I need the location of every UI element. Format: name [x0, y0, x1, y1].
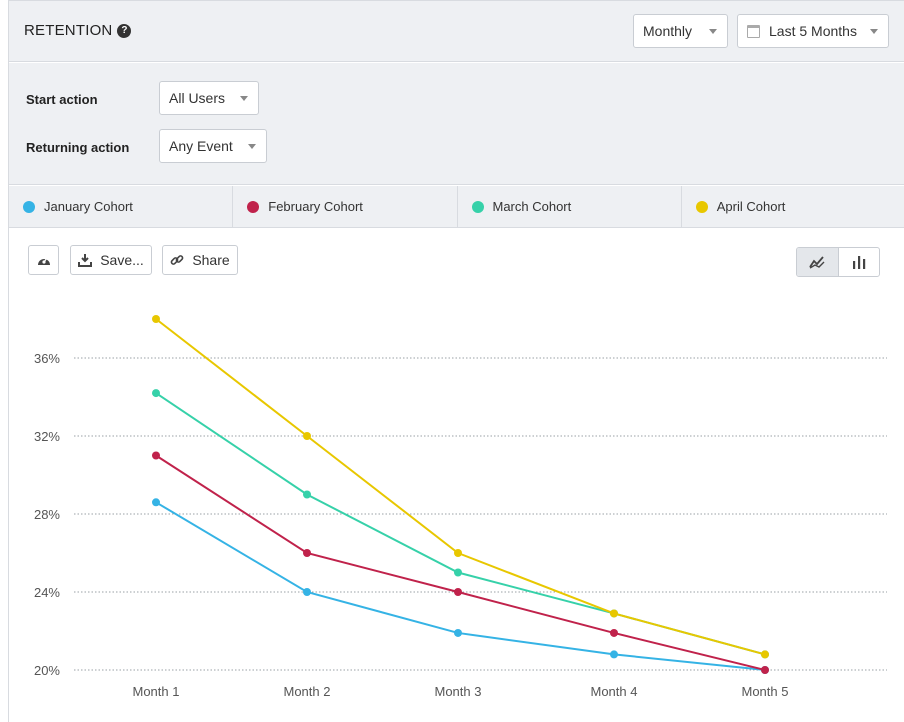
retention-report: RETENTION ? Monthly Last 5 Months Start … [8, 0, 904, 722]
legend-item-february[interactable]: February Cohort [233, 186, 458, 227]
chevron-down-icon [240, 96, 248, 101]
chevron-down-icon [709, 29, 717, 34]
legend-dot [247, 200, 260, 213]
legend-item-january[interactable]: January Cohort [9, 186, 234, 227]
start-action-label: Start action [26, 92, 98, 107]
cohort-legend: January Cohort February Cohort March Coh… [9, 186, 904, 228]
legend-dot [23, 200, 35, 213]
line-chart-toggle[interactable] [797, 248, 839, 276]
legend-label: April Cohort [716, 199, 786, 214]
legend-dot [471, 200, 484, 213]
link-icon [170, 255, 184, 265]
returning-action-value: Any Event [169, 138, 233, 154]
bar-chart-icon [852, 256, 865, 269]
save-button[interactable]: Save... [70, 245, 152, 275]
legend-label: February Cohort [268, 199, 363, 214]
download-icon [78, 254, 93, 267]
date-range-dropdown[interactable]: Last 5 Months [737, 14, 889, 48]
dashboard-icon [37, 257, 50, 265]
start-action-dropdown[interactable]: All Users [159, 81, 259, 115]
legend-label: January Cohort [44, 199, 133, 214]
legend-item-march[interactable]: March Cohort [458, 186, 682, 227]
page-title-text: RETENTION [24, 22, 113, 39]
interval-dropdown-value: Monthly [643, 23, 693, 39]
chevron-down-icon [870, 29, 878, 34]
start-action-value: All Users [169, 90, 226, 106]
dashboard-button[interactable] [28, 245, 59, 275]
bar-chart-toggle[interactable] [839, 248, 880, 276]
save-button-label: Save... [100, 252, 144, 268]
interval-dropdown[interactable]: Monthly [633, 14, 728, 48]
legend-dot [695, 200, 708, 213]
returning-action-dropdown[interactable]: Any Event [159, 129, 267, 163]
line-chart-icon [809, 256, 825, 269]
legend-item-april[interactable]: April Cohort [682, 186, 904, 227]
filters-panel: Start action All Users Returning action … [9, 63, 904, 185]
report-header: RETENTION ? Monthly Last 5 Months [9, 1, 904, 62]
help-icon[interactable]: ? [117, 23, 132, 38]
page-title: RETENTION ? [24, 22, 132, 39]
calendar-icon [747, 24, 760, 38]
returning-action-label: Returning action [26, 140, 130, 155]
date-range-dropdown-value: Last 5 Months [769, 23, 857, 39]
legend-label: March Cohort [492, 199, 572, 214]
chevron-down-icon [248, 144, 256, 149]
share-button-label: Share [192, 252, 230, 268]
chart-type-toggle [796, 247, 880, 277]
share-button[interactable]: Share [162, 245, 238, 275]
